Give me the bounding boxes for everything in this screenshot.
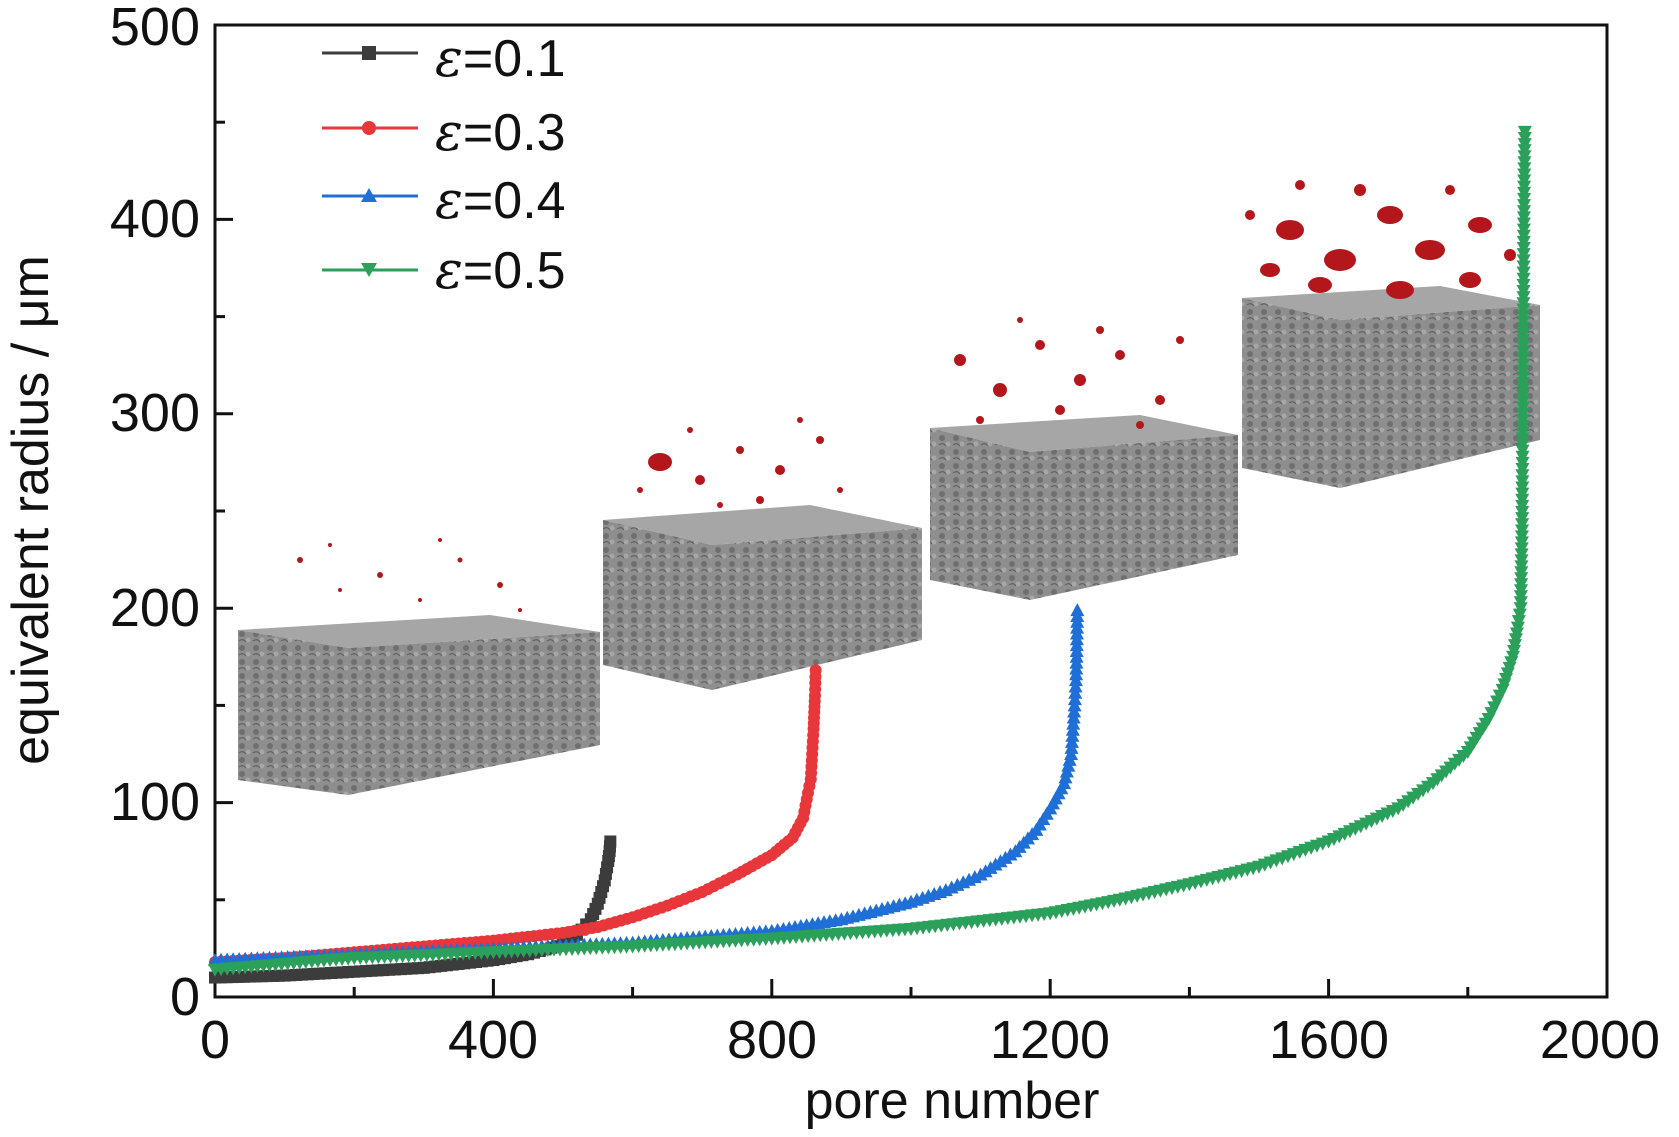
y-tick-labels: 0 100 200 300 400 500 xyxy=(110,0,200,1027)
y-tick-label: 200 xyxy=(110,578,200,638)
data-point xyxy=(1509,627,1524,641)
pore-rendering-1 xyxy=(238,538,600,795)
legend-symbol: ε xyxy=(435,103,463,163)
data-point xyxy=(1507,639,1522,653)
series-layer xyxy=(208,125,1532,984)
x-tick-label: 0 xyxy=(200,1010,230,1070)
x-tick-labels: 0 400 800 1200 1600 2000 xyxy=(200,1010,1660,1070)
y-tick-label: 300 xyxy=(110,383,200,443)
data-point xyxy=(1517,125,1532,139)
data-point xyxy=(1512,608,1527,622)
legend-label: =0.3 xyxy=(463,104,566,162)
svg-text:ε=0.3: ε=0.3 xyxy=(435,103,566,163)
legend-label: =0.1 xyxy=(463,30,566,88)
y-tick-label: 400 xyxy=(110,189,200,249)
legend-symbol: ε xyxy=(435,29,463,89)
tomography-inset-images xyxy=(238,180,1540,795)
series-4 xyxy=(208,125,1532,977)
x-tick-label: 1600 xyxy=(1269,1010,1389,1070)
x-tick-label: 800 xyxy=(727,1010,817,1070)
axis-ticks xyxy=(213,23,1609,999)
data-point xyxy=(1507,644,1522,658)
pore-rendering-2 xyxy=(603,417,922,690)
data-point xyxy=(604,835,617,848)
y-tick-label: 500 xyxy=(110,0,200,57)
data-point xyxy=(1508,633,1523,647)
pore-rendering-3 xyxy=(930,317,1238,600)
legend-entry: ε=0.5 xyxy=(322,241,566,301)
y-tick-label: 100 xyxy=(110,772,200,832)
y-tick-label: 0 xyxy=(170,967,200,1027)
legend-label: =0.4 xyxy=(463,172,566,230)
legend-label: =0.5 xyxy=(463,242,566,300)
legend-entry: ε=0.3 xyxy=(322,103,566,163)
x-tick-label: 2000 xyxy=(1540,1010,1660,1070)
y-axis-title: equivalent radius / μm xyxy=(2,255,60,765)
legend-symbol: ε xyxy=(435,241,463,301)
pore-rendering-4 xyxy=(1242,180,1540,488)
x-tick-label: 400 xyxy=(448,1010,538,1070)
svg-text:ε=0.5: ε=0.5 xyxy=(435,241,566,301)
plot-frame xyxy=(213,23,1609,999)
svg-text:ε=0.4: ε=0.4 xyxy=(435,171,566,231)
x-axis-title: pore number xyxy=(805,1072,1100,1130)
legend: ε=0.1 ε=0.3 ε=0.4 ε=0.5 xyxy=(322,29,566,301)
data-point xyxy=(1510,621,1525,635)
data-point xyxy=(1506,650,1521,664)
legend-entry: ε=0.1 xyxy=(322,29,566,89)
legend-entry: ε=0.4 xyxy=(322,171,566,231)
x-tick-label: 1200 xyxy=(990,1010,1110,1070)
data-point xyxy=(1511,615,1526,629)
data-point xyxy=(809,664,822,677)
data-point xyxy=(1070,603,1085,617)
svg-text:ε=0.1: ε=0.1 xyxy=(435,29,566,89)
legend-symbol: ε xyxy=(435,171,463,231)
